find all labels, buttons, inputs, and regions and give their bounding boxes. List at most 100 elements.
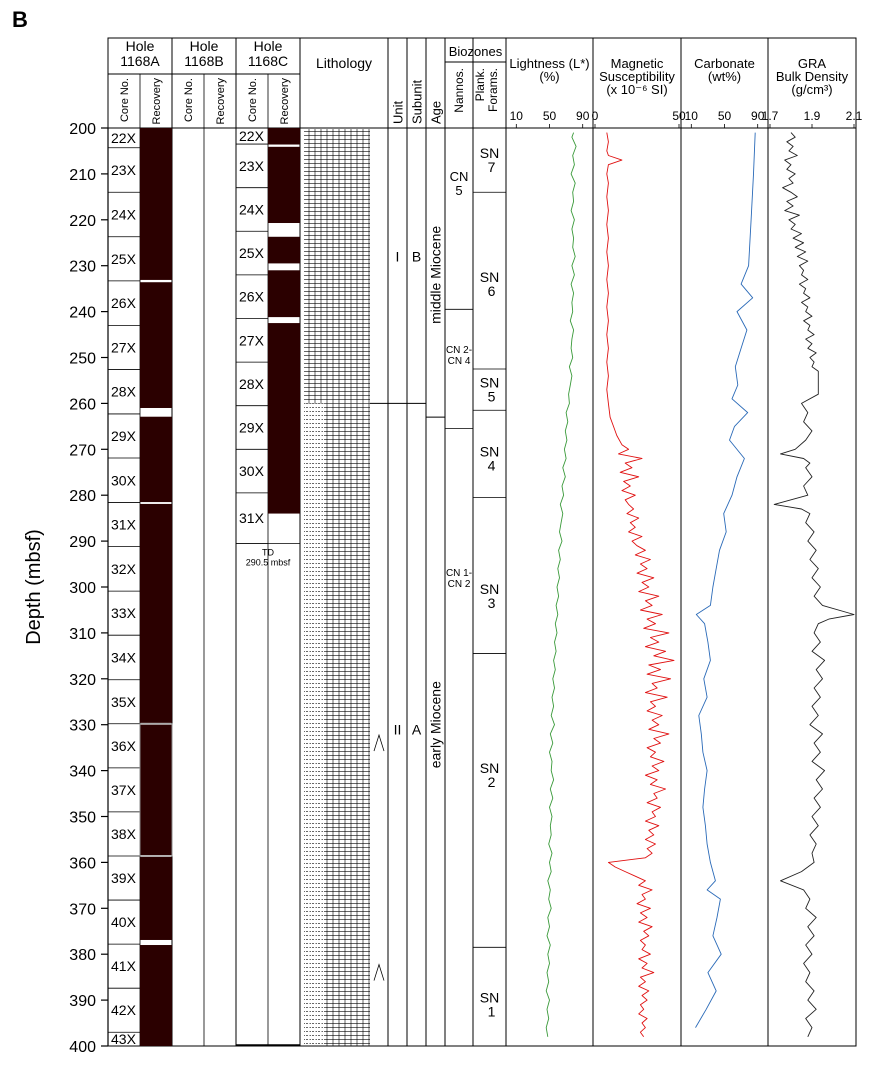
subunit-label: A [412, 721, 422, 737]
foram-zone-label: SN [480, 581, 499, 597]
core-label: 43X [111, 1031, 137, 1047]
forams-header-line1: Plank. [473, 68, 487, 101]
nanno-zone-label: CN 2 [448, 579, 471, 590]
plot-title-line: Lightness (L*) [509, 56, 589, 71]
marker-symbol [373, 733, 385, 752]
plot-title-line: Susceptibility [599, 69, 675, 84]
plot-title-line: (wt%) [708, 69, 741, 84]
recovery-block [140, 856, 172, 940]
column-frame [107, 37, 857, 1047]
recovery-block [140, 282, 172, 408]
core-no-header: Core No. [247, 78, 259, 122]
recovery-block [140, 128, 172, 280]
lithology-lower-silt [304, 403, 326, 1046]
series-line-lightness [545, 132, 577, 1037]
foram-zone-label: SN [480, 145, 499, 161]
core-label: 31X [239, 510, 265, 526]
nanno-zone-label: CN [450, 169, 469, 184]
unit-label: I [396, 249, 400, 265]
series-line-magnetic_susceptibility [606, 132, 675, 1038]
unit-label: II [394, 721, 402, 737]
plot-tick-label: 10 [685, 109, 699, 123]
plot-tick-label: 10 [510, 109, 524, 123]
recovery-block [268, 270, 300, 318]
td-label: TD [262, 547, 274, 557]
plot-carbonate: Carbonate(wt%) 10 50 90 [685, 56, 765, 1028]
nanno-zone-label: CN 2- [446, 345, 472, 356]
biozones-title: Biozones [449, 44, 503, 59]
foram-zone-label: SN [480, 443, 499, 459]
core-label: 24X [111, 207, 137, 223]
foram-zone-label: 6 [488, 283, 496, 299]
depth-tick-label: 200 [69, 121, 96, 138]
recovery-block [268, 128, 300, 145]
plot-title-line: (x 10⁻⁶ SI) [606, 82, 667, 97]
depth-tick-label: 340 [69, 764, 96, 781]
recovery-header: Recovery [151, 78, 163, 125]
plot-title-line: Bulk Density [776, 69, 849, 84]
plot-title-line: Carbonate [694, 56, 755, 71]
series-line-carbonate [695, 132, 756, 1028]
outer-frame [107, 37, 857, 1047]
plot-tick-label: 50 [543, 109, 557, 123]
core-label: 30X [111, 472, 137, 488]
recovery-block [140, 945, 172, 1046]
core-label: 39X [111, 870, 137, 886]
depth-tick-label: 220 [69, 213, 96, 230]
depth-tick-label: 380 [69, 947, 96, 964]
plot-title-line: (g/cm³) [791, 82, 832, 97]
recovery-block [268, 146, 300, 224]
hole-number: 1168A [120, 53, 160, 69]
core-label: 32X [111, 561, 137, 577]
core-label: 25X [111, 251, 137, 267]
recovery-header: Recovery [279, 78, 291, 125]
foram-zone-label: 5 [488, 389, 496, 405]
unit-header: Unit [391, 100, 406, 124]
core-label: 31X [111, 517, 137, 533]
plot-tick-label: 50 [718, 109, 732, 123]
depth-tick-label: 320 [69, 672, 96, 689]
plot-tick-label: 2.1 [846, 109, 863, 123]
core-label: 42X [111, 1002, 137, 1018]
core-label: 28X [111, 384, 137, 400]
hole-number: 1168B [184, 53, 223, 69]
foram-zone-label: 1 [488, 1004, 496, 1020]
depth-tick-label: 390 [69, 993, 96, 1010]
foram-zone-label: SN [480, 375, 499, 391]
plot-tick-label: 50 [672, 109, 686, 123]
core-label: 37X [111, 782, 137, 798]
lithology-column: Lithology [304, 55, 372, 1046]
plot-title-line: Magnetic [611, 56, 664, 71]
lithology-upper [304, 129, 370, 404]
plot-tick-label: 90 [576, 109, 590, 123]
depth-tick-label: 290 [69, 534, 96, 551]
hole-title: Hole [190, 38, 219, 54]
depth-tick-label: 270 [69, 442, 96, 459]
core-no-header: Core No. [183, 78, 195, 122]
depth-tick-label: 370 [69, 901, 96, 918]
lithology-lower-clay [326, 403, 370, 1046]
nanno-zone-label: 5 [455, 183, 462, 198]
plot-tick-label: 1.9 [804, 109, 821, 123]
subunit-label: B [412, 249, 421, 265]
plot-tick-label: 1.7 [762, 109, 779, 123]
foram-zone-label: SN [480, 269, 499, 285]
recovery-header: Recovery [215, 78, 227, 125]
core-label: 25X [239, 245, 265, 261]
td-depth-label: 290.5 mbsf [246, 557, 291, 567]
unit-header: Subunit [410, 80, 425, 124]
depth-tick-label: 260 [69, 396, 96, 413]
core-label: 41X [111, 958, 137, 974]
core-label: 26X [239, 289, 265, 305]
depth-tick-label: 300 [69, 580, 96, 597]
core-label: 22X [111, 130, 137, 146]
core-label: 22X [239, 128, 265, 144]
nannos-header: Nannos. [452, 68, 466, 113]
foram-zone-label: SN [480, 990, 499, 1006]
foram-zone-label: SN [480, 760, 499, 776]
core-label: 27X [239, 332, 265, 348]
